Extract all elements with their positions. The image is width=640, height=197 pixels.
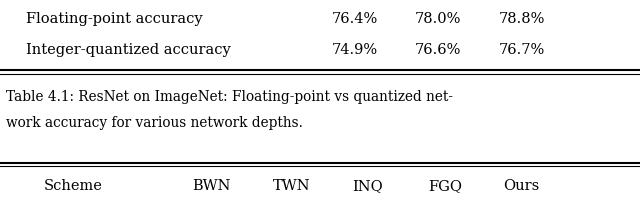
Text: Integer-quantized accuracy: Integer-quantized accuracy xyxy=(26,43,230,57)
Text: Scheme: Scheme xyxy=(44,179,103,193)
Text: Table 4.1: ResNet on ImageNet: Floating-point vs quantized net-: Table 4.1: ResNet on ImageNet: Floating-… xyxy=(6,89,453,104)
Text: 78.8%: 78.8% xyxy=(499,12,545,26)
Text: 78.0%: 78.0% xyxy=(415,12,461,26)
Text: work accuracy for various network depths.: work accuracy for various network depths… xyxy=(6,116,303,130)
Text: FGQ: FGQ xyxy=(428,179,462,193)
Text: 76.4%: 76.4% xyxy=(332,12,378,26)
Text: Floating-point accuracy: Floating-point accuracy xyxy=(26,12,202,26)
Text: 74.9%: 74.9% xyxy=(332,43,378,57)
Text: 76.7%: 76.7% xyxy=(499,43,545,57)
Text: 76.6%: 76.6% xyxy=(415,43,461,57)
Text: INQ: INQ xyxy=(353,179,383,193)
Text: TWN: TWN xyxy=(273,179,310,193)
Text: Ours: Ours xyxy=(504,179,540,193)
Text: BWN: BWN xyxy=(192,179,230,193)
